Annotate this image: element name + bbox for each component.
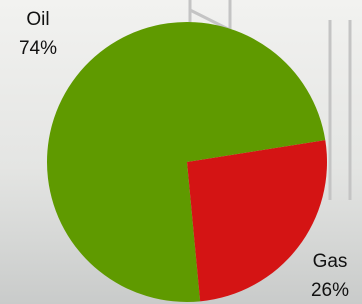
slice-label: Gas [313,251,348,272]
pie [47,22,327,302]
chart: Oil 74% Gas 26% [0,0,362,304]
slice-label: Oil [26,9,49,30]
value-label: 74% [19,38,57,59]
page: {"chart_data": {"type": "pie", "categori… [0,0,362,304]
value-label: 26% [311,280,349,301]
